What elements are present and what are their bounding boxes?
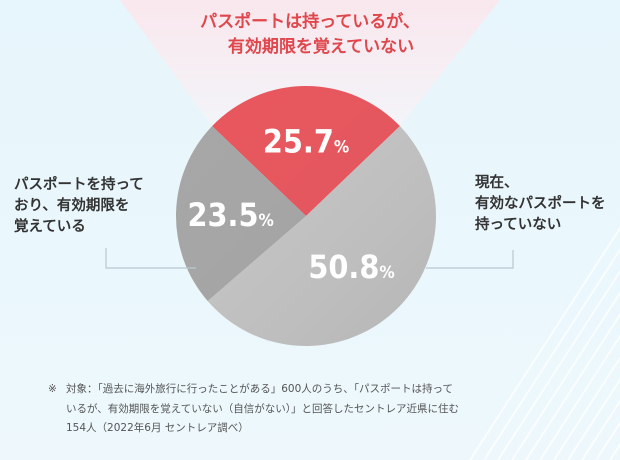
background-stripe [497, 269, 620, 460]
pie-shading [176, 86, 436, 346]
slice-value-label: 23.5% [187, 196, 273, 234]
background-stripe [581, 399, 620, 460]
legend-label-right: 現在、 有効なパスポートを 持っていない [475, 173, 620, 236]
label-right-line1: 現在、 [475, 175, 519, 191]
label-left-line2: おり、有効期限を [14, 198, 130, 214]
legend-label-left: パスポートを持って おり、有効期限を 覚えている [14, 175, 174, 238]
footnote-line1: 対象：「過去に海外旅行に行ったことがある」600人のうち、「パスポートは持って [66, 383, 454, 395]
footnote-line2: いるが、有効期限を覚えていない（自信がない）」と回答したセントレア近県に住む [66, 402, 460, 415]
slice-value-label: 50.8% [308, 248, 394, 286]
label-right-line3: 持っていない [475, 217, 562, 233]
background-stripe [511, 291, 620, 460]
background-stripe [525, 312, 620, 460]
background-stripe [483, 247, 620, 460]
slice-value-label: 25.7% [263, 123, 349, 161]
left-bracket [105, 248, 196, 269]
label-right-line2: 有効なパスポートを [475, 196, 606, 212]
right-bracket [426, 250, 514, 269]
background-stripe [567, 377, 620, 460]
label-left-line1: パスポートを持って [14, 177, 144, 193]
callout-fan [120, 0, 500, 127]
background-stripe [469, 226, 620, 460]
callout-top-label: パスポートは持っているが、 有効期限を覚えていない [160, 10, 460, 60]
footnote-line3: 154人（2022年6月 セントレア調べ） [66, 422, 249, 434]
footnote-mark: ※ [48, 383, 57, 395]
footnote: ※ 対象：「過去に海外旅行に行ったことがある」600人のうち、「パスポートは持っ… [48, 380, 606, 439]
background-stripes [469, 226, 620, 460]
background-stripe [553, 356, 620, 460]
label-left-line3: 覚えている [14, 219, 86, 235]
callout-top-line2: 有効期限を覚えていない [227, 37, 415, 57]
callout-top-line1: パスポートは持っているが、 [200, 12, 420, 32]
background-stripe [539, 334, 620, 460]
